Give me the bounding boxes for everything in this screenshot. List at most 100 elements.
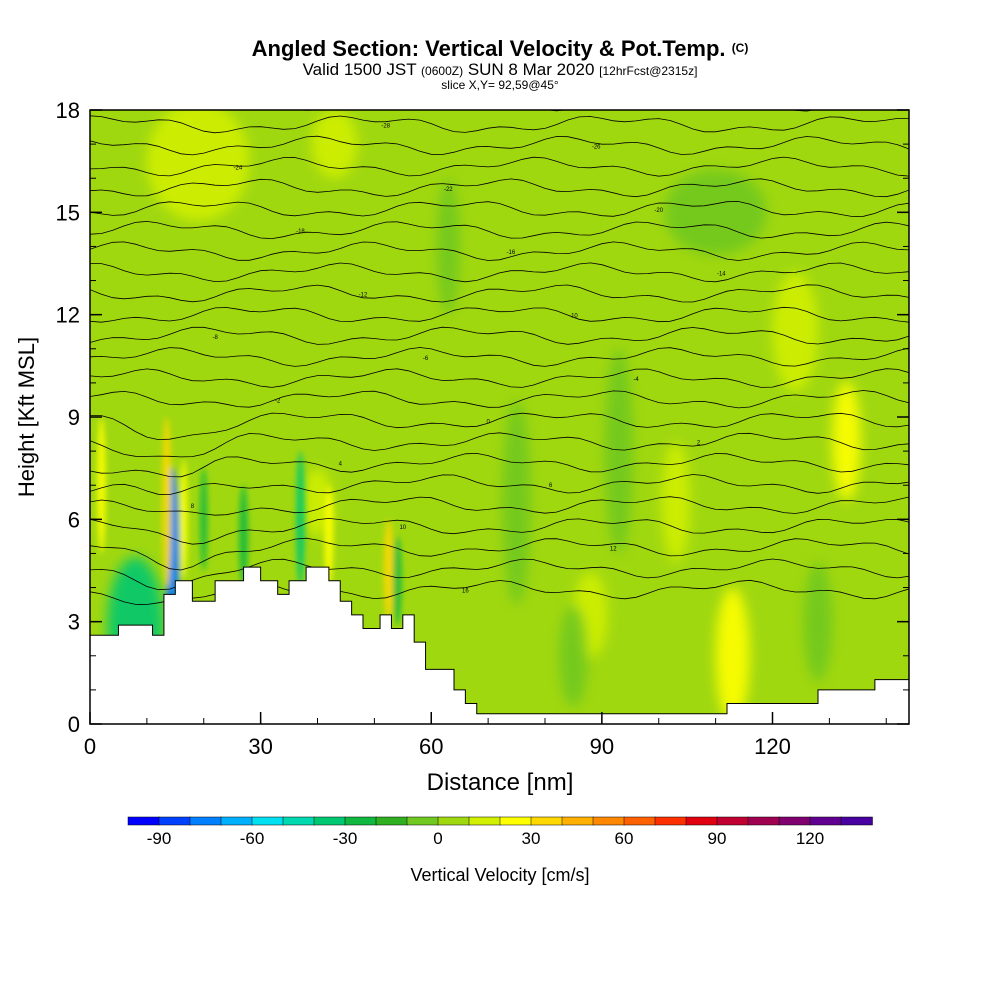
x-tick-label: 30 [248, 734, 272, 759]
isentrope-label: 16 [462, 589, 469, 595]
y-tick-label: 3 [68, 610, 80, 635]
velocity-feature [97, 417, 106, 554]
y-tick-label: 12 [56, 303, 80, 328]
isentrope-label: 2 [697, 441, 701, 447]
colorbar-swatch [716, 816, 749, 826]
colorbar-swatch [499, 816, 532, 826]
colorbar-swatch [840, 816, 873, 826]
velocity-feature [296, 451, 305, 588]
colorbar-label: Vertical Velocity [cm/s] [410, 865, 589, 885]
y-axis-label: Height [Kft MSL] [14, 337, 39, 497]
isentrope-label: 12 [610, 546, 617, 552]
isentrope-line [90, 496, 909, 516]
velocity-feature [200, 468, 208, 571]
isentrope-line [90, 284, 909, 303]
y-axis: 0 3 6 9 12 15 18 [56, 98, 909, 737]
isentrope-label: -28 [381, 123, 390, 129]
isentrope-line [90, 220, 909, 240]
colorbar-swatch [747, 816, 780, 826]
isentrope-line [90, 368, 909, 388]
isentrope-label: 6 [549, 483, 553, 489]
colorbar-tick-label: -30 [333, 829, 358, 848]
colorbar-swatch [375, 816, 408, 826]
y-tick-label: 6 [68, 507, 80, 532]
colorbar-swatch [468, 816, 501, 826]
isentrope-line [90, 432, 909, 458]
isentrope-label: -18 [296, 229, 305, 235]
isentrope-line [90, 262, 909, 283]
isentrope-line [90, 135, 909, 156]
velocity-feature [392, 536, 402, 626]
valid-time: Valid 1500 JST (0600Z) SUN 8 Mar 2020 [1… [302, 60, 698, 79]
colorbar-tick-label: 120 [796, 829, 824, 848]
isentrope-line [90, 347, 909, 367]
colorbar-swatch [251, 816, 284, 826]
colorbar: -90 -60 -30 0 30 60 90 120 [127, 816, 873, 848]
x-axis-label: Distance [nm] [427, 769, 574, 796]
velocity-feature [559, 604, 588, 707]
isentrope-line [90, 537, 909, 571]
velocity-feature [146, 110, 250, 221]
isentrope-label: 10 [399, 525, 406, 531]
colorbar-swatch [437, 816, 470, 826]
isentrope-label: -12 [359, 293, 368, 299]
colorbar-tick-label: 30 [522, 829, 541, 848]
isentrope-label: -2 [275, 398, 281, 404]
colorbar-swatch [344, 816, 377, 826]
isentrope-line [90, 115, 909, 134]
isentrope-line [90, 306, 909, 323]
colorbar-swatch [313, 816, 346, 826]
isentrope-line [90, 241, 909, 261]
colorbar-swatch [220, 816, 253, 826]
slice-info: slice X,Y= 92,59@45° [441, 78, 559, 92]
velocity-feature [661, 442, 691, 562]
colorbar-swatch [685, 816, 718, 826]
y-tick-label: 9 [68, 405, 80, 430]
x-tick-label: 60 [419, 734, 443, 759]
colorbar-tick-label: -60 [240, 829, 265, 848]
velocity-feature [803, 561, 833, 682]
velocity-feature [772, 272, 818, 392]
isentrope-line [90, 390, 909, 409]
isentrope-label: -14 [717, 271, 726, 277]
terrain-mask [89, 566, 910, 725]
isentrope-line [90, 201, 909, 217]
isentrope-label: -24 [234, 166, 243, 172]
colorbar-swatch [189, 816, 222, 826]
colorbar-swatch [561, 816, 594, 826]
colorbar-tick-label: -90 [147, 829, 172, 848]
x-tick-label: 120 [754, 734, 791, 759]
colorbar-tick-label: 60 [615, 829, 634, 848]
colorbar-swatch [282, 816, 315, 826]
colorbar-swatch [623, 816, 656, 826]
colorbar-swatch [530, 816, 563, 826]
isentrope-line [90, 558, 909, 591]
isentrope-label: -8 [212, 335, 218, 341]
velocity-feature [324, 485, 334, 588]
colorbar-swatch [127, 816, 160, 826]
velocity-feature [311, 110, 358, 179]
y-tick-label: 0 [68, 712, 80, 737]
colorbar-swatch [778, 816, 811, 826]
isentrope-label: -4 [633, 377, 639, 383]
isentrope-line [90, 474, 909, 496]
isentrope-label: -22 [444, 187, 453, 193]
velocity-feature [162, 417, 172, 588]
isentrope-label: 8 [191, 504, 195, 510]
colorbar-tick-label: 90 [708, 829, 727, 848]
colorbar-swatch [809, 816, 842, 826]
isentrope-label: -10 [569, 314, 578, 320]
isentrope-line [90, 156, 909, 177]
y-tick-label: 15 [56, 200, 80, 225]
velocity-feature [502, 399, 531, 605]
colorbar-swatch [592, 816, 625, 826]
isentrope-line [90, 326, 909, 345]
colorbar-swatch [654, 816, 687, 826]
velocity-feature [715, 587, 750, 724]
isentrope-line [236, 110, 816, 112]
isentrope-contours: -30-28-26-24-22-20-18-16-14-12-10-8-6-4-… [90, 110, 909, 605]
isentrope-line [90, 452, 909, 478]
y-tick-label: 18 [56, 98, 80, 123]
isentrope-line [90, 517, 909, 545]
